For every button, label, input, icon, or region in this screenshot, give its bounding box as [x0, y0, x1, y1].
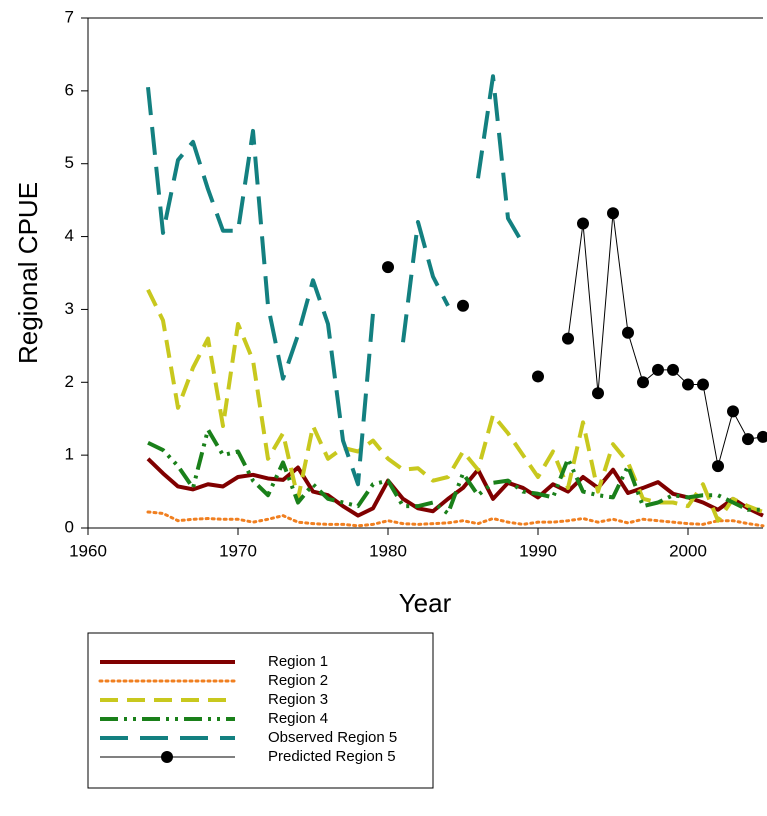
legend-label: Observed Region 5	[268, 729, 397, 746]
y-tick-label: 1	[65, 445, 74, 464]
y-tick-label: 6	[65, 80, 74, 99]
x-tick-label: 1990	[519, 541, 557, 560]
legend-marker	[161, 751, 173, 763]
data-point	[607, 207, 619, 220]
legend-label: Region 1	[268, 653, 328, 670]
data-point	[382, 261, 394, 274]
data-point	[742, 433, 754, 446]
series-line	[146, 288, 764, 523]
y-tick-label: 4	[65, 226, 74, 245]
y-tick-label: 5	[65, 153, 74, 172]
data-point	[682, 378, 694, 391]
data-point	[592, 387, 604, 400]
y-axis-title: Regional CPUE	[13, 182, 43, 364]
legend-box	[87, 632, 434, 789]
y-tick-label: 2	[65, 372, 74, 391]
legend-label: Region 2	[268, 672, 328, 689]
x-tick-label: 1980	[369, 541, 407, 560]
series-line	[567, 212, 764, 467]
legend-label: Region 4	[268, 710, 328, 727]
x-tick-label: 1970	[219, 541, 257, 560]
series-line	[147, 427, 763, 516]
series-line	[146, 510, 765, 528]
y-tick-label: 3	[65, 299, 74, 318]
y-tick-label: 7	[65, 7, 74, 26]
series-line	[146, 74, 525, 487]
data-point	[622, 326, 634, 339]
data-point	[652, 363, 664, 376]
legend-label: Region 3	[268, 691, 328, 708]
legend-label: Predicted Region 5	[268, 748, 396, 765]
data-point	[727, 405, 739, 418]
data-point	[577, 217, 589, 230]
y-tick-label: 0	[65, 517, 74, 536]
data-point	[532, 370, 544, 383]
data-point	[712, 460, 724, 473]
data-point	[457, 299, 469, 312]
x-tick-label: 2000	[669, 541, 707, 560]
data-point	[697, 378, 709, 391]
data-point	[637, 376, 649, 389]
data-point	[667, 363, 679, 376]
x-axis-title: Year	[399, 588, 452, 618]
data-point	[562, 332, 574, 345]
data-point	[757, 430, 767, 443]
x-tick-label: 1960	[69, 541, 107, 560]
